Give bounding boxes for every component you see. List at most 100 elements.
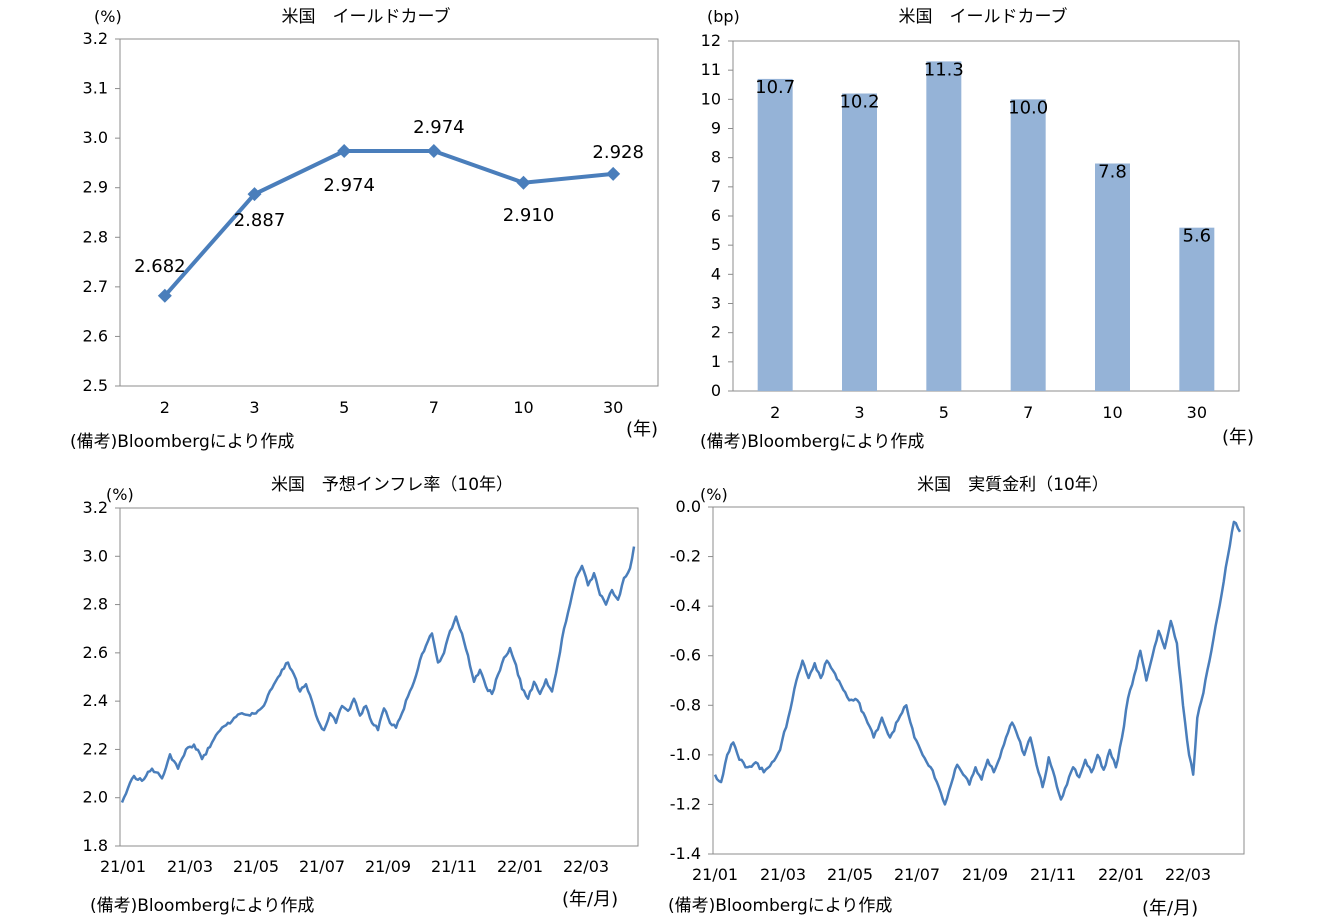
c2-bar — [1010, 99, 1046, 391]
c1-data-label: 2.682 — [134, 256, 186, 277]
c1-ytick-label: 2.5 — [83, 376, 108, 395]
c2-x-axis: 2 3 5 7 10 30 — [770, 403, 1207, 422]
c4-xtick-label: 21/09 — [962, 865, 1008, 884]
c4-ytick-label: -0.8 — [670, 695, 701, 714]
c2-xtick-label: 2 — [770, 403, 780, 422]
c2-ytick-label: 9 — [711, 119, 721, 138]
c1-title: 米国 イールドカーブ — [282, 6, 451, 27]
c2-ytick-label: 2 — [711, 323, 721, 342]
c3-ytick-label: 2.6 — [83, 643, 108, 662]
c2-ytick-label: 3 — [711, 294, 721, 313]
c3-ytick-label: 3.2 — [83, 498, 108, 517]
c2-ytick-label: 10 — [701, 89, 721, 108]
c2-x-unit: (年) — [1222, 427, 1254, 448]
c3-xtick-label: 21/11 — [431, 857, 477, 876]
c2-ytick-label: 12 — [701, 31, 721, 50]
c4-x-axis: 21/01 21/03 21/05 21/07 21/09 21/11 22/01 22/03 — [692, 865, 1211, 884]
chart-real-interest-rate: 米国 実質金利（10年） (%) -1.4 -1.2 -1.0 -0.8 -0.6 -0.… — [668, 475, 1245, 919]
c1-points — [157, 144, 621, 303]
c4-note: (備考)Bloombergにより作成 — [668, 896, 892, 916]
c3-x-axis: 21/01 21/03 21/05 21/07 21/09 21/11 22/01 22/03 — [100, 857, 609, 876]
c3-xtick-label: 21/09 — [365, 857, 411, 876]
c2-xtick-label: 30 — [1187, 403, 1207, 422]
c2-bar — [1179, 227, 1215, 391]
c1-xtick-label: 7 — [429, 398, 439, 417]
chart-yield-curve-line: 米国 イールドカーブ (%) 2.52.62.72.82.93.03.13.2 … — [70, 6, 659, 452]
c4-xtick-label: 21/03 — [760, 865, 806, 884]
c2-bar — [757, 78, 793, 392]
c1-ytick-label: 3.2 — [83, 29, 108, 48]
c1-note: (備考)Bloombergにより作成 — [70, 432, 294, 452]
chart-inflation-expectation: 米国 予想インフレ率（10年） (%) 1.8 2.0 2.2 2.4 2.6 2.8 3.… — [83, 475, 639, 916]
c3-plot-area — [119, 507, 639, 847]
c4-xtick-label: 21/11 — [1030, 865, 1076, 884]
c2-bar — [842, 93, 877, 391]
c1-y-axis: 2.5 2.6 2.7 2.8 2.9 3.0 3.1 3.2 — [83, 29, 120, 395]
c2-title: 米国 イールドカーブ — [899, 6, 1068, 27]
c1-data-label: 2.887 — [234, 210, 286, 231]
c4-xtick-label: 22/03 — [1165, 865, 1211, 884]
c3-xtick-label: 21/07 — [299, 857, 345, 876]
c4-ytick-label: -1.2 — [670, 794, 701, 813]
c3-ytick-label: 2.8 — [83, 595, 108, 614]
c3-ytick-label: 2.0 — [83, 788, 108, 807]
c4-ytick-label: 0.0 — [676, 497, 701, 516]
c4-ytick-label: -0.4 — [670, 596, 701, 615]
c4-xtick-label: 22/01 — [1098, 865, 1144, 884]
c4-y-unit: (%) — [700, 485, 728, 504]
c2-xtick-label: 5 — [939, 403, 949, 422]
c1-x-unit: (年) — [626, 419, 658, 440]
c4-ytick-label: -1.0 — [670, 745, 701, 764]
c1-xtick-label: 10 — [513, 398, 533, 417]
c1-xtick-label: 30 — [603, 398, 623, 417]
c2-ytick-label: 7 — [711, 177, 721, 196]
c1-data-label: 2.974 — [413, 117, 465, 138]
c1-ytick-label: 2.7 — [83, 277, 108, 296]
c1-ytick-label: 3.0 — [83, 128, 108, 147]
c2-data-label: 10.2 — [839, 92, 879, 113]
c1-ytick-label: 2.8 — [83, 227, 108, 246]
c1-xtick-label: 3 — [249, 398, 259, 417]
c3-xtick-label: 21/01 — [100, 857, 146, 876]
c1-point — [157, 288, 172, 303]
c1-data-label: 2.910 — [503, 205, 555, 226]
c1-y-unit: (%) — [94, 7, 122, 26]
c1-ytick-label: 2.6 — [83, 326, 108, 345]
c1-x-axis: 2 3 5 7 10 30 — [160, 398, 624, 417]
c3-ytick-label: 1.8 — [83, 836, 108, 855]
c2-data-labels: 10.7 10.2 11.3 10.0 7.8 5.6 — [755, 59, 1211, 246]
c4-ytick-label: -0.6 — [670, 646, 701, 665]
c2-data-label: 10.7 — [755, 77, 795, 98]
c3-ytick-label: 2.4 — [83, 691, 108, 710]
c2-data-label: 5.6 — [1183, 226, 1212, 247]
c1-ytick-label: 2.9 — [83, 178, 108, 197]
c2-data-label: 7.8 — [1098, 162, 1127, 183]
c3-ytick-label: 3.0 — [83, 546, 108, 565]
c2-xtick-label: 7 — [1023, 403, 1033, 422]
c1-xtick-label: 2 — [160, 398, 170, 417]
c4-ytick-label: -1.4 — [670, 844, 701, 863]
c2-y-unit: (bp) — [707, 7, 740, 26]
c4-y-axis: -1.4 -1.2 -1.0 -0.8 -0.6 -0.4 -0.2 0.0 — [670, 497, 713, 863]
c2-xtick-label: 10 — [1102, 403, 1122, 422]
c3-series-line — [120, 546, 636, 803]
c1-ytick-label: 3.1 — [83, 79, 108, 98]
c3-xtick-label: 21/05 — [233, 857, 279, 876]
c1-data-label: 2.974 — [323, 175, 375, 196]
c2-ytick-label: 5 — [711, 235, 721, 254]
c3-xtick-label: 21/03 — [167, 857, 213, 876]
c2-ytick-label: 0 — [711, 381, 721, 400]
c4-plot-area — [712, 506, 1245, 855]
c1-point — [426, 144, 441, 159]
c3-x-unit: (年/月) — [562, 889, 618, 910]
c1-data-label: 2.928 — [592, 142, 644, 163]
c1-plot-area — [119, 38, 659, 387]
c1-xtick-label: 5 — [339, 398, 349, 417]
c1-point — [606, 166, 621, 181]
c2-ytick-label: 6 — [711, 206, 721, 225]
c4-series-line — [713, 520, 1242, 806]
c4-ytick-label: -0.2 — [670, 547, 701, 566]
